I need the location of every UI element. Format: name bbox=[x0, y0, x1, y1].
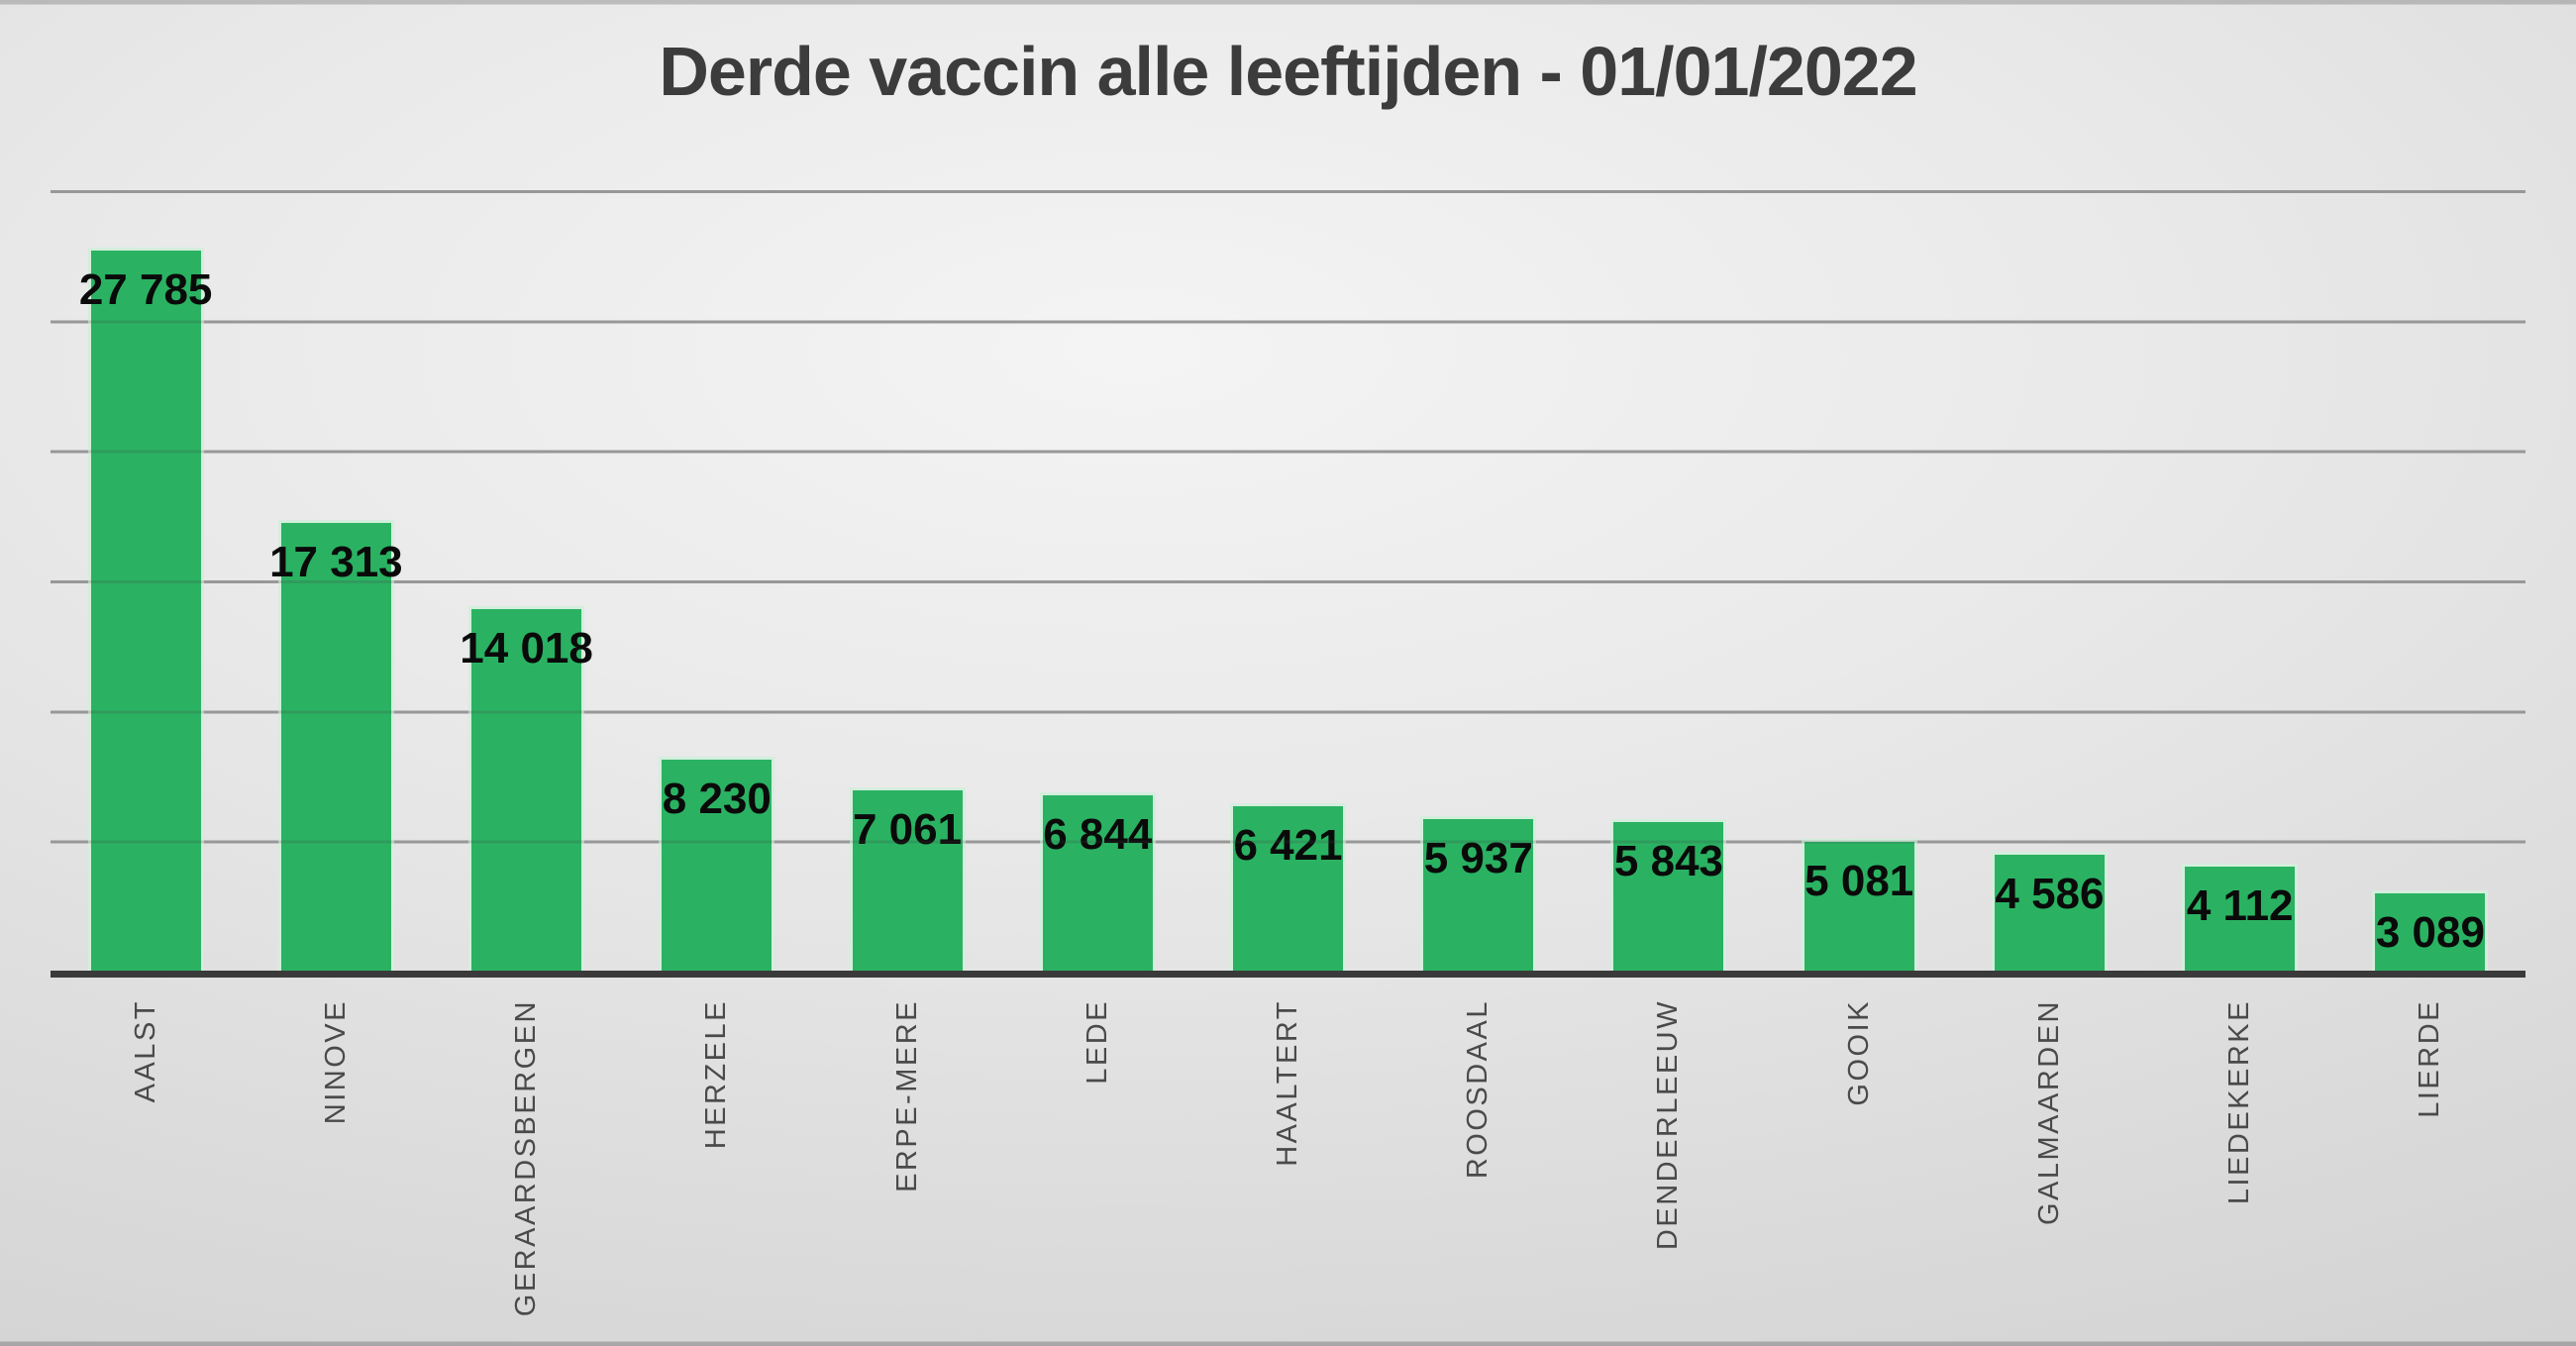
bar-slot: 14 018 bbox=[431, 190, 621, 971]
bar-value-label: 17 313 bbox=[269, 538, 403, 587]
category-label: LEDE bbox=[1081, 999, 1113, 1085]
category-cell: GERAARDSBERGEN bbox=[431, 999, 621, 1341]
bar: 3 089 bbox=[2372, 889, 2489, 971]
bar-slot: 3 089 bbox=[2335, 190, 2525, 971]
category-cell: GALMAARDEN bbox=[1954, 999, 2144, 1341]
bar-value-label: 8 230 bbox=[662, 774, 772, 823]
category-label: ROOSDAAL bbox=[1462, 999, 1494, 1180]
bar-slot: 5 843 bbox=[1574, 190, 1764, 971]
bar: 27 785 bbox=[79, 248, 212, 971]
category-label: GALMAARDEN bbox=[2032, 999, 2065, 1226]
bar-slot: 7 061 bbox=[812, 190, 1002, 971]
category-cell: LIERDE bbox=[2335, 999, 2525, 1341]
plot-area: 27 785 17 313 14 018 8 230 7 061 6 844 6 421 5 … bbox=[51, 190, 2525, 978]
bar-value-label: 6 844 bbox=[1043, 810, 1153, 860]
bar-slot: 17 313 bbox=[241, 190, 431, 971]
bar-value-label: 4 112 bbox=[2186, 881, 2294, 930]
bar-value-label: 5 843 bbox=[1613, 836, 1724, 885]
bar-slot: 27 785 bbox=[51, 190, 241, 971]
bar: 5 843 bbox=[1610, 818, 1727, 971]
bar-slot: 6 421 bbox=[1192, 190, 1383, 971]
bar: 5 937 bbox=[1420, 816, 1537, 971]
category-cell: DENDERLEEUW bbox=[1574, 999, 1764, 1341]
bar: 4 586 bbox=[1991, 851, 2108, 971]
bar-value-label: 14 018 bbox=[460, 623, 593, 673]
bar-value-label: 6 421 bbox=[1233, 821, 1343, 871]
bar: 5 081 bbox=[1801, 838, 1917, 971]
category-label: NINOVE bbox=[319, 999, 352, 1125]
bar: 8 230 bbox=[659, 756, 775, 971]
bars-container: 27 785 17 313 14 018 8 230 7 061 6 844 6 421 5 … bbox=[51, 190, 2525, 971]
category-axis-labels: AALST NINOVE GERAARDSBERGEN HERZELE ERPE-MER… bbox=[51, 999, 2525, 1341]
bar-value-label: 5 937 bbox=[1423, 834, 1533, 883]
category-cell: NINOVE bbox=[241, 999, 431, 1341]
bar-slot: 5 937 bbox=[1384, 190, 1574, 971]
bar: 6 421 bbox=[1230, 803, 1347, 971]
category-label: GERAARDSBERGEN bbox=[510, 999, 543, 1317]
bar-slot: 8 230 bbox=[622, 190, 812, 971]
category-cell: HAALTERT bbox=[1192, 999, 1383, 1341]
category-label: ERPE-MERE bbox=[890, 999, 923, 1192]
bar: 14 018 bbox=[460, 605, 593, 971]
category-cell: ERPE-MERE bbox=[812, 999, 1002, 1341]
bar: 17 313 bbox=[269, 520, 403, 971]
bar-value-label: 7 061 bbox=[852, 804, 963, 854]
category-label: LIEDEKERKE bbox=[2223, 999, 2256, 1205]
category-label: AALST bbox=[129, 999, 161, 1103]
category-label: GOOIK bbox=[1842, 999, 1875, 1106]
category-label: DENDERLEEUW bbox=[1652, 999, 1685, 1251]
category-cell: HERZELE bbox=[622, 999, 812, 1341]
category-cell: AALST bbox=[51, 999, 241, 1341]
category-cell: GOOIK bbox=[1764, 999, 1954, 1341]
bar: 7 061 bbox=[849, 786, 966, 971]
bar-value-label: 4 586 bbox=[1995, 869, 2105, 918]
category-cell: LIEDEKERKE bbox=[2145, 999, 2335, 1341]
category-label: HAALTERT bbox=[1272, 999, 1304, 1167]
bar-slot: 6 844 bbox=[1002, 190, 1192, 971]
bar-slot: 4 112 bbox=[2145, 190, 2335, 971]
category-label: HERZELE bbox=[700, 999, 733, 1150]
category-cell: ROOSDAAL bbox=[1384, 999, 1574, 1341]
bar-value-label: 3 089 bbox=[2375, 907, 2485, 957]
bar-value-label: 27 785 bbox=[78, 265, 213, 315]
bar: 6 844 bbox=[1039, 792, 1156, 971]
bar-value-label: 5 081 bbox=[1804, 856, 1914, 905]
bar-slot: 5 081 bbox=[1764, 190, 1954, 971]
category-cell: LEDE bbox=[1002, 999, 1192, 1341]
bar-slot: 4 586 bbox=[1954, 190, 2144, 971]
category-label: LIERDE bbox=[2414, 999, 2446, 1118]
chart-title: Derde vaccin alle leeftijden - 01/01/202… bbox=[659, 33, 1917, 110]
bar: 4 112 bbox=[2182, 864, 2299, 971]
